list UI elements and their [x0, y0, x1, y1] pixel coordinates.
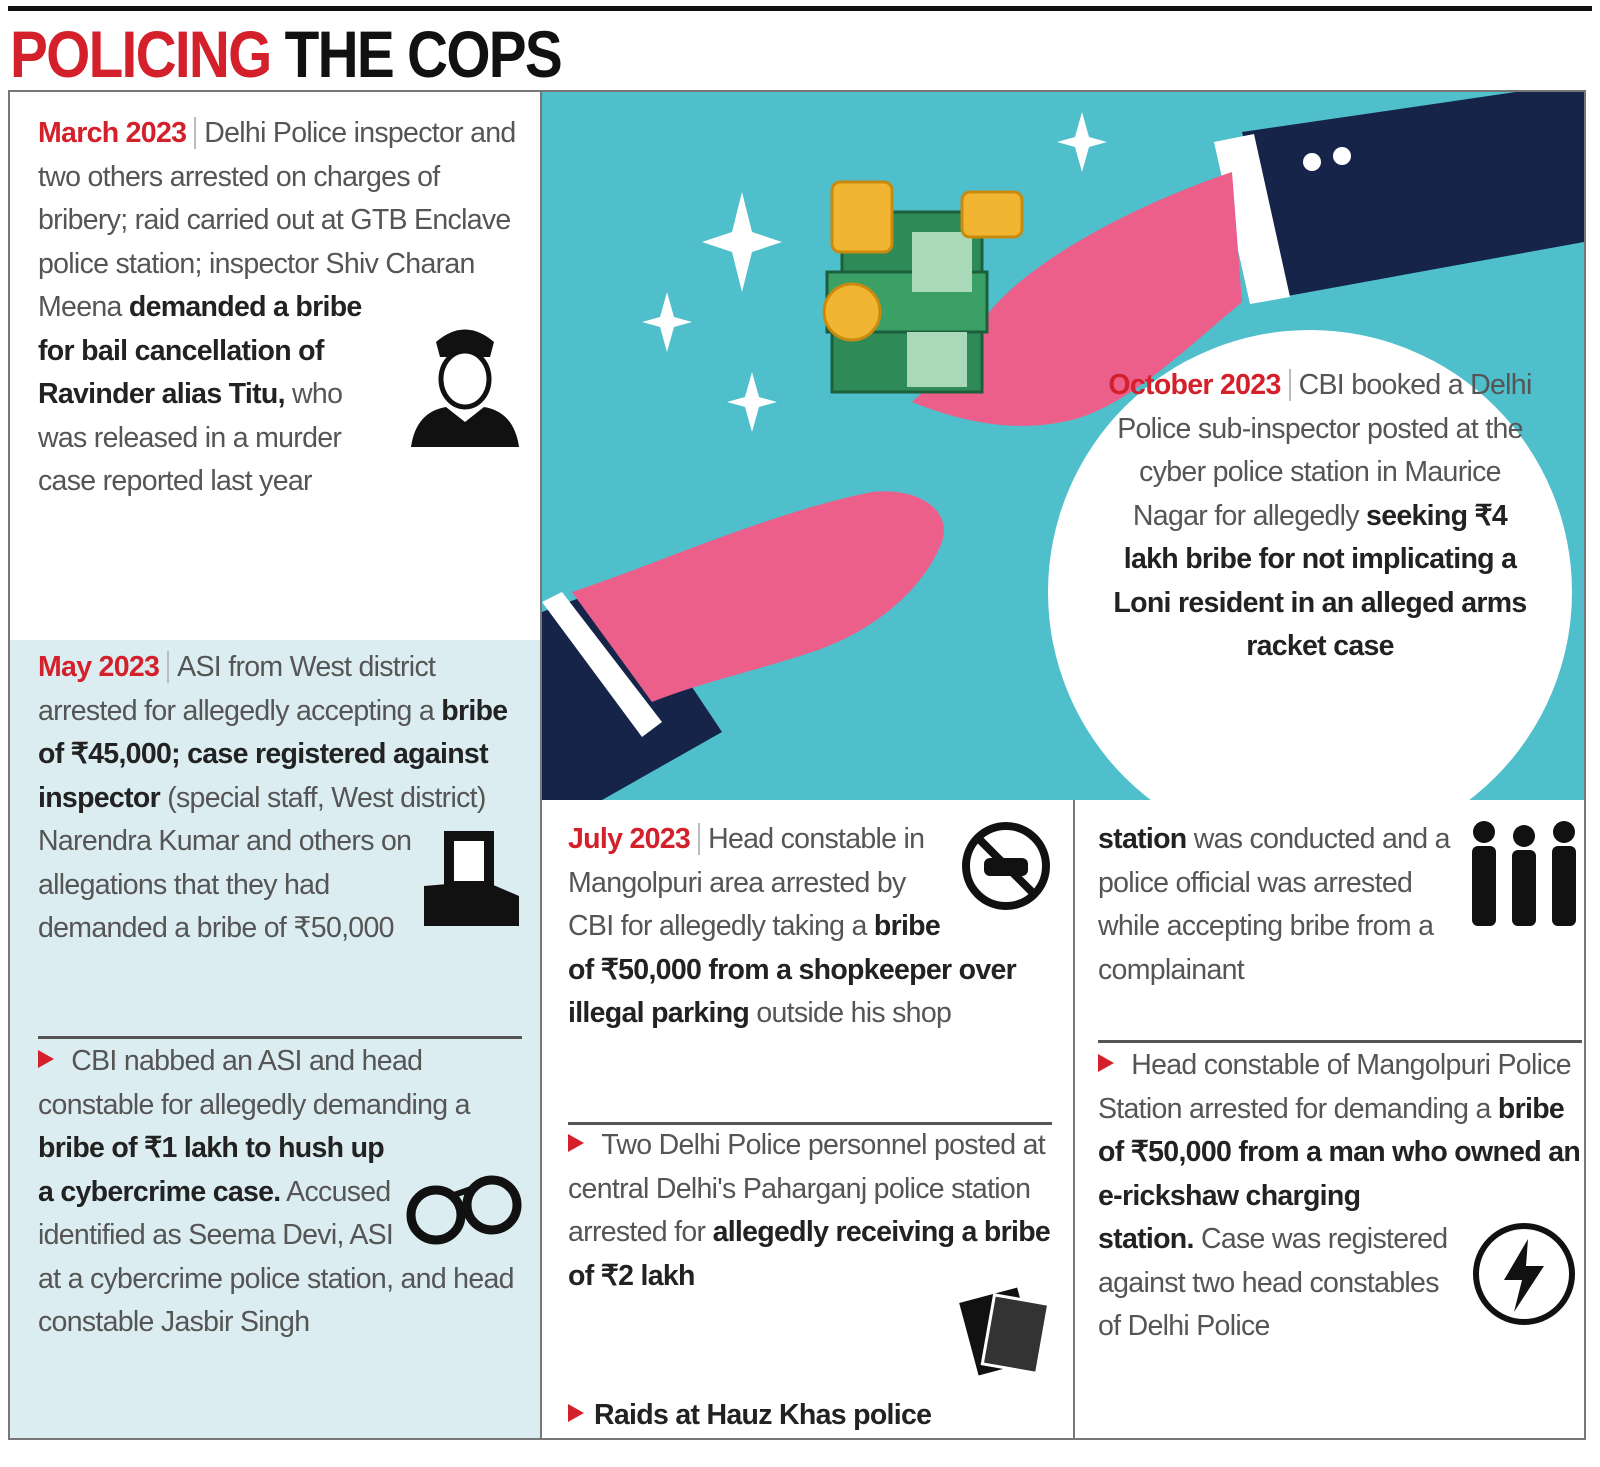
note-face — [912, 232, 972, 292]
coins — [960, 190, 1024, 239]
headline-black: THE COPS — [284, 17, 563, 91]
body-text: Case was registered against two head con… — [1098, 1223, 1448, 1342]
sparkle — [1057, 112, 1107, 172]
bold-text: bribe of ₹50,000 from a man who owned an… — [1098, 1092, 1581, 1256]
cuff — [542, 592, 662, 737]
body-text: outside his shop — [756, 997, 952, 1029]
illustration-art — [542, 92, 1584, 800]
bold-text: bribe of ₹45,000; case registered agains… — [38, 694, 508, 814]
hand — [572, 491, 944, 702]
sparkle — [642, 292, 692, 352]
divider — [1098, 1040, 1582, 1043]
no-parking-icon — [962, 822, 1050, 910]
bold-text: Raids at Hauz Khas police — [594, 1399, 932, 1431]
illustration — [542, 92, 1584, 800]
sleeve — [1242, 92, 1584, 297]
coin — [822, 282, 882, 342]
entry-date: March 2023 — [38, 117, 197, 149]
cash-icon — [959, 1287, 1051, 1376]
entry: May 2023 ASI from West district arrested … — [38, 646, 524, 951]
callout-circle — [1048, 330, 1572, 800]
divider — [38, 1036, 522, 1039]
charging-icon — [1473, 1223, 1575, 1325]
entry-date: July 2023 — [568, 823, 701, 855]
top-rule — [8, 6, 1592, 11]
body-text: CBI nabbed an ASI and head constable for… — [38, 1045, 471, 1121]
headline-red: POLICING — [10, 17, 272, 91]
body-text: Two Delhi Police personnel posted at cen… — [568, 1129, 1046, 1248]
entry: March 2023 Delhi Police inspector and two… — [38, 112, 524, 504]
button — [1303, 153, 1321, 171]
bold-text: bribe of ₹1 lakh to hush up a cybercrime… — [38, 1132, 385, 1208]
body-text: ASI from West district arrested for alle… — [38, 651, 436, 727]
bold-text: station — [1098, 823, 1187, 855]
body-text: CBI booked a Delhi Police sub-inspector … — [1117, 369, 1532, 532]
column-divider — [540, 92, 542, 1438]
body-text: Accused identified as Seema Devi, ASI at… — [38, 1175, 514, 1339]
police-icon — [411, 329, 519, 447]
body-text: (special staff, West district) Narendra … — [38, 781, 486, 945]
entry-date: May 2023 — [38, 651, 170, 683]
hand — [912, 172, 1242, 426]
money-hand-icon — [424, 831, 519, 926]
entry: Raids at Hauz Khas police — [568, 1394, 1054, 1438]
entry: CBI nabbed an ASI and head constable for… — [38, 1040, 524, 1345]
sparkle — [702, 192, 782, 292]
handcuffs-icon — [406, 1175, 522, 1245]
entry: Head constable of Mangolpuri Police Stat… — [1098, 1044, 1584, 1349]
entry: October 2023 CBI booked a Delhi Police su… — [1105, 364, 1535, 669]
column-divider — [1073, 800, 1075, 1438]
bold-text: bribe of ₹50,000 from a shopkeeper over … — [568, 910, 1017, 1029]
body-text: Delhi Police inspector and two others ar… — [38, 117, 516, 323]
frame — [8, 90, 1586, 1440]
body-text: who was released in a murder case report… — [38, 378, 343, 497]
coins — [830, 180, 894, 254]
body-text: Head constable in Mangolpuri area arrest… — [568, 823, 925, 942]
body-text: was conducted and a police official was … — [1098, 823, 1451, 986]
entry-date: October 2023 — [1108, 369, 1291, 401]
bold-text: demanded a bribe for bail cancellation o… — [38, 291, 362, 410]
entry: Two Delhi Police personnel posted at cen… — [568, 1124, 1054, 1384]
entry: July 2023 Head constable in Mangolpuri ar… — [568, 818, 1054, 1036]
bold-text: seeking ₹4 lakh bribe for not implicatin… — [1113, 499, 1527, 663]
bold-text: allegedly receiving a bribe of ₹2 lakh — [568, 1216, 1051, 1292]
entry: station was conducted and a police offic… — [1098, 818, 1584, 992]
button — [1333, 147, 1351, 165]
headline: POLICING THE COPS — [10, 14, 563, 94]
body-text: Head constable of Mangolpuri Police Stat… — [1098, 1049, 1572, 1125]
note-face — [907, 332, 967, 387]
arrest-icon — [1472, 821, 1576, 926]
cuff — [1214, 134, 1290, 304]
sparkle — [727, 372, 777, 432]
